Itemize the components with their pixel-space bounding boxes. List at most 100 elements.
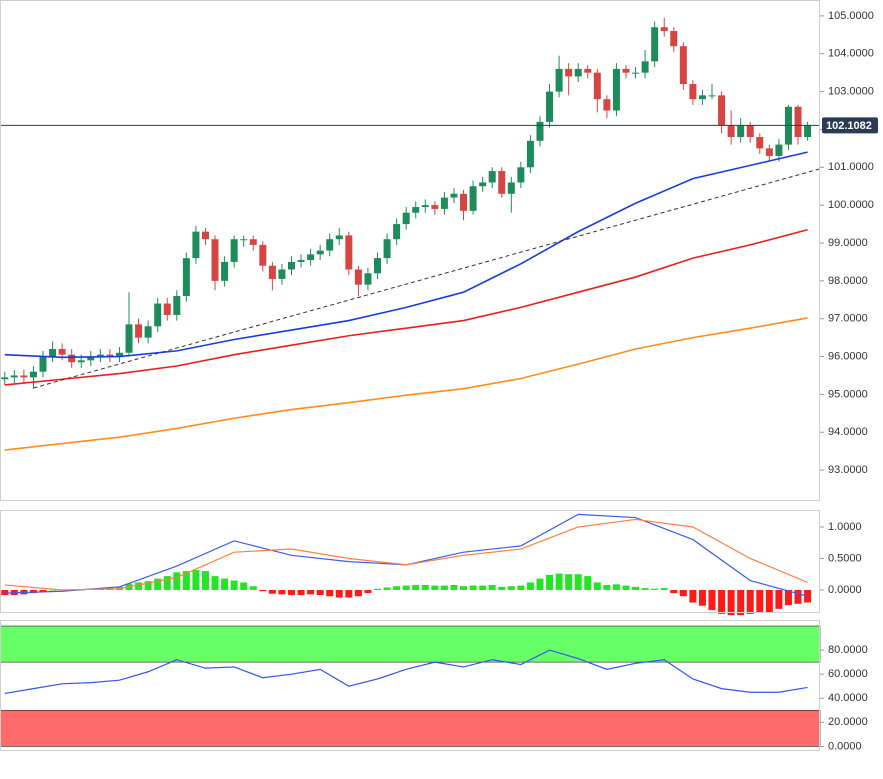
candle-body — [670, 31, 678, 47]
last-price-box — [822, 117, 878, 134]
macd-panel-frame — [0, 510, 820, 613]
histogram-bar — [526, 582, 534, 590]
histogram-bar — [154, 578, 162, 590]
candle-body — [192, 231, 200, 259]
candle-body — [546, 91, 554, 122]
candle-body — [536, 121, 544, 141]
overbought-band — [0, 625, 821, 663]
histogram-bar — [201, 571, 209, 590]
last-price-label: 102.1082 — [826, 120, 872, 132]
y-tick-label: 97.0000 — [828, 313, 868, 325]
candle-body — [1, 377, 9, 380]
candle-body — [297, 260, 305, 262]
trendline — [33, 168, 820, 389]
marks-layer — [0, 17, 821, 747]
candle-body — [135, 324, 143, 338]
candle-body — [230, 239, 238, 262]
histogram-bar — [297, 589, 305, 595]
histogram-bar — [374, 588, 382, 590]
histogram-bar — [192, 569, 200, 590]
candle-body — [460, 193, 468, 211]
y-tick-label: 95.0000 — [828, 388, 868, 400]
candle-body — [488, 171, 496, 183]
candle-body — [622, 68, 630, 73]
candle-body — [316, 250, 324, 255]
histogram-bar — [794, 589, 802, 604]
candle-body — [660, 27, 668, 32]
candle-body — [746, 125, 754, 138]
candle-body — [240, 239, 248, 241]
y-tick-label: 0.0000 — [828, 584, 862, 596]
candle-body — [526, 140, 534, 168]
rsi-line — [4, 649, 808, 695]
histogram-bar — [335, 589, 343, 598]
candle-body — [383, 239, 391, 259]
histogram-bar — [536, 578, 544, 590]
y-tick-label: 80.0000 — [828, 644, 868, 656]
candle-body — [698, 95, 706, 100]
histogram-bar — [584, 576, 592, 590]
y-tick-label: 103.0000 — [828, 86, 874, 98]
candle-body — [287, 261, 295, 270]
histogram-bar — [440, 585, 448, 590]
y-tick-label: 104.0000 — [828, 48, 874, 60]
histogram-bar — [221, 578, 229, 590]
candle-body — [96, 354, 104, 357]
histogram-bar — [565, 574, 573, 590]
histogram-bar — [316, 589, 324, 595]
histogram-bar — [698, 589, 706, 606]
histogram-bar — [211, 576, 219, 590]
histogram-bar — [450, 584, 458, 590]
candle-body — [58, 348, 66, 355]
candle-body — [144, 326, 152, 338]
candle-body — [498, 171, 506, 194]
candle-body — [154, 303, 162, 327]
histogram-bar — [679, 589, 687, 597]
histogram-bar — [354, 589, 362, 597]
candle-body — [565, 68, 573, 77]
histogram-bar — [163, 576, 171, 590]
candle-body — [68, 354, 76, 363]
histogram-bar — [29, 589, 37, 594]
candle-body — [49, 348, 57, 357]
histogram-bar — [765, 589, 773, 612]
histogram-bar — [39, 589, 47, 592]
candle-body — [115, 352, 123, 357]
candle-body — [593, 72, 601, 100]
histogram-bar — [603, 584, 611, 590]
candle-body — [402, 212, 410, 225]
labels-layer: 93.0000 94.0000 95.0000 96.0000 97.0000 98.00… — [820, 10, 878, 752]
candle-body — [469, 186, 477, 211]
candle-body — [689, 84, 697, 100]
rsi-panel-frame — [0, 620, 820, 751]
histogram-bar — [641, 588, 649, 590]
oversold-band — [0, 709, 821, 747]
histogram-bar — [498, 586, 506, 590]
histogram-bar — [412, 584, 420, 590]
histogram-bar — [507, 586, 515, 590]
histogram-bar — [135, 582, 143, 590]
candle-body — [211, 239, 219, 281]
candle-body — [77, 360, 85, 363]
candle-body — [393, 224, 401, 240]
histogram-bar — [479, 585, 487, 590]
candle-body — [727, 125, 735, 138]
candle-body — [173, 295, 181, 315]
candle-body — [756, 137, 764, 149]
candle-body — [221, 261, 229, 281]
histogram-bar — [259, 589, 267, 592]
histogram-bar — [756, 589, 764, 613]
candle-body — [354, 269, 362, 285]
moving-average-line — [4, 151, 808, 359]
candle-body — [345, 235, 353, 270]
candle-body — [374, 258, 382, 274]
candle-body — [641, 61, 649, 73]
y-tick-label: 1.0000 — [828, 521, 862, 533]
histogram-bar — [307, 589, 315, 595]
histogram-bar — [421, 584, 429, 590]
histogram-bar — [632, 586, 640, 590]
histogram-bar — [393, 586, 401, 590]
candle-body — [39, 356, 47, 372]
candle-body — [278, 269, 286, 279]
macd-line — [4, 518, 808, 591]
